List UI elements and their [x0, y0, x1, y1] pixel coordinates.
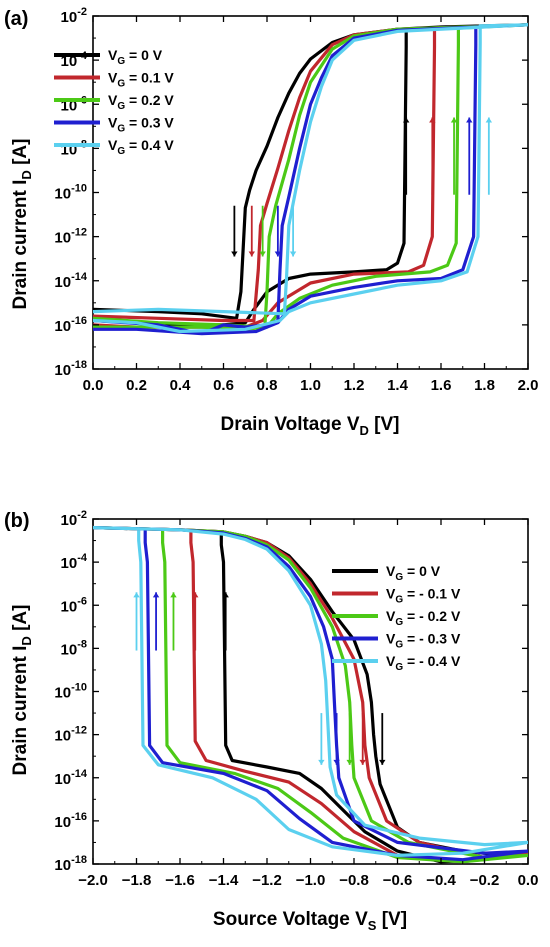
panel-a-y-tick-label: 10-6 [61, 94, 87, 114]
panel-a-legend-label: VG = 0.3 V [108, 115, 174, 135]
panel-b-legend-item-1: VG = - 0.1 V [332, 586, 461, 606]
panel-b-y-tick-label: 10-16 [54, 811, 87, 831]
panel-a-sweep-arrow-0-0 [403, 117, 410, 195]
panel-a: (a) Drain current ID [A] Drain Voltage V… [4, 6, 538, 438]
panel-b-sweep-arrow-1-1 [359, 713, 366, 765]
panel-b-legend-label: VG = - 0.1 V [386, 586, 461, 606]
panel-b-x-tick-label: −2.0 [78, 872, 108, 889]
panel-a-label: (a) [4, 8, 28, 30]
panel-b-y-tick-label: 10-18 [54, 854, 87, 874]
panel-b-legend-label: VG = - 0.2 V [386, 608, 461, 628]
panel-b-sweep-arrow-2-0 [170, 592, 177, 651]
panel-b-legend-label: VG = 0 V [386, 563, 441, 583]
panel-b-series-group [93, 526, 528, 864]
panel-a-y-tick-label: 10-14 [54, 271, 87, 291]
panel-b-legend-item-4: VG = - 0.4 V [332, 653, 461, 673]
panel-b-x-tick-label: 0.0 [518, 872, 539, 889]
panel-b-legend-item-2: VG = - 0.2 V [332, 608, 461, 628]
panel-b-y-tick-label: 10-12 [54, 725, 87, 745]
panel-b-sweep-arrow-2-1 [346, 713, 353, 765]
panel-a-sweep-arrow-4-0 [485, 117, 493, 195]
panel-a-sweep-arrow-1-0 [429, 117, 436, 195]
panel-a-y-axis-label: Drain current ID [A] [10, 139, 34, 310]
panel-a-y-tick-label: 10-8 [61, 138, 87, 158]
panel-a-x-tick-label: 1.8 [474, 377, 495, 394]
panel-a-y-tick-label: 10-12 [54, 227, 87, 247]
panel-b-series-line-1 [93, 526, 528, 864]
panel-b-x-tick-label: −1.6 [165, 872, 195, 889]
panel-b-label: (b) [4, 510, 30, 532]
panel-b-y-tick-label: 10-8 [61, 638, 87, 658]
panel-a-sweep-arrow-2-0 [450, 117, 458, 195]
panel-b-sweep-arrow-1-0 [192, 592, 199, 651]
panel-a-legend-label: VG = 0.4 V [108, 137, 174, 157]
panel-b-x-tick-label: −1.4 [209, 872, 239, 889]
panel-a-sweep-arrow-1-1 [248, 205, 255, 257]
panel-a-sweep-arrow-3-0 [466, 117, 473, 195]
panel-a-legend-item-1: VG = 0.1 V [54, 70, 174, 90]
panel-b-sweep-arrow-0-0 [222, 592, 229, 651]
panel-a-x-tick-label: 1.2 [344, 377, 365, 394]
panel-a-x-tick-label: 0.6 [213, 377, 234, 394]
panel-b-y-tick-label: 10-6 [61, 595, 87, 615]
panel-a-sweep-arrow-0-1 [231, 205, 238, 257]
panel-a-x-tick-label: 0.2 [126, 377, 147, 394]
panel-a-y-tick-label: 10-18 [54, 359, 87, 379]
panel-a-legend: VG = 0 V VG = 0.1 VVG = 0.2 V VG = 0.3 VVG… [54, 47, 174, 157]
panel-a-x-tick-label: 2.0 [518, 377, 539, 394]
panel-a-legend-item-4: VG = 0.4 V [54, 137, 174, 157]
panel-a-sweep-arrow-4-1 [289, 205, 297, 257]
panel-a-sweep-arrow-3-1 [274, 205, 282, 257]
panel-a-y-tick-label: 10-2 [61, 6, 87, 26]
panel-b-sweep-arrow-3-1 [333, 713, 340, 765]
panel-b-sweep-arrow-4-1 [318, 713, 325, 765]
panel-a-x-axis-label: Drain Voltage VD [V] [220, 414, 399, 438]
panel-b-y-tick-label: 10-14 [54, 768, 87, 788]
panel-a-sweep-arrow-2-1 [259, 205, 266, 257]
panel-b-x-tick-label: −0.4 [426, 872, 456, 889]
panel-b-legend-label: VG = - 0.4 V [386, 653, 461, 673]
panel-b-sweep-arrow-0-1 [379, 713, 386, 765]
panel-b-x-tick-label: −0.2 [470, 872, 500, 889]
panel-a-legend-item-0: VG = 0 V [54, 47, 163, 67]
panel-a-series-group [93, 23, 528, 336]
panel-b-x-tick-label: −1.8 [122, 872, 152, 889]
panel-a-series-line-4 [93, 23, 528, 334]
panel-b-y-tick-label: 10-2 [61, 509, 87, 529]
panel-b-legend-item-0: VG = 0 V [332, 563, 441, 583]
panel-b-legend-item-3: VG = - 0.3 V [332, 631, 461, 651]
panel-a-legend-label: VG = 0 V [108, 47, 163, 67]
panel-a-y-tick-label: 10-10 [54, 183, 87, 203]
panel-a-x-tick-label: 1.0 [300, 377, 321, 394]
panel-a-x-tick-label: 0.0 [83, 377, 104, 394]
panel-b-x-tick-label: −1.0 [296, 872, 326, 889]
panel-b-legend-label: VG = - 0.3 V [386, 631, 461, 651]
panel-a-x-tick-label: 1.6 [431, 377, 452, 394]
panel-b-series-line-3 [93, 526, 528, 862]
panel-a-legend-item-2: VG = 0.2 V [54, 92, 174, 112]
panel-a-x-tick-label: 0.4 [170, 377, 192, 394]
panel-a-legend-label: VG = 0.1 V [108, 70, 174, 90]
panel-a-x-tick-label: 0.8 [257, 377, 278, 394]
panel-b-x-tick-label: −1.2 [252, 872, 282, 889]
panel-a-y-tick-label: 10-16 [54, 315, 87, 335]
panel-b-x-tick-label: −0.8 [339, 872, 369, 889]
panel-b-sweep-arrow-4-0 [133, 592, 140, 651]
panel-b-y-tick-label: 10-10 [54, 682, 87, 702]
panel-a-legend-item-3: VG = 0.3 V [54, 115, 174, 135]
panel-b-y-tick-label: 10-4 [61, 552, 88, 572]
panel-b-sweep-arrow-3-0 [152, 592, 160, 651]
panel-b-x-tick-label: −0.6 [383, 872, 413, 889]
panel-b-legend: VG = 0 V VG = - 0.1 VVG = - 0.2 V VG = - 0… [332, 563, 461, 673]
panel-a-x-tick-label: 1.4 [387, 377, 409, 394]
panel-b: (b) Drain current ID [A] Source Voltage … [4, 509, 538, 933]
panel-b-x-axis-label: Source Voltage VS [V] [213, 909, 407, 933]
panel-b-series-line-4 [93, 526, 528, 857]
panel-b-y-axis-label: Drain current ID [A] [10, 605, 34, 776]
panel-a-legend-label: VG = 0.2 V [108, 92, 174, 112]
